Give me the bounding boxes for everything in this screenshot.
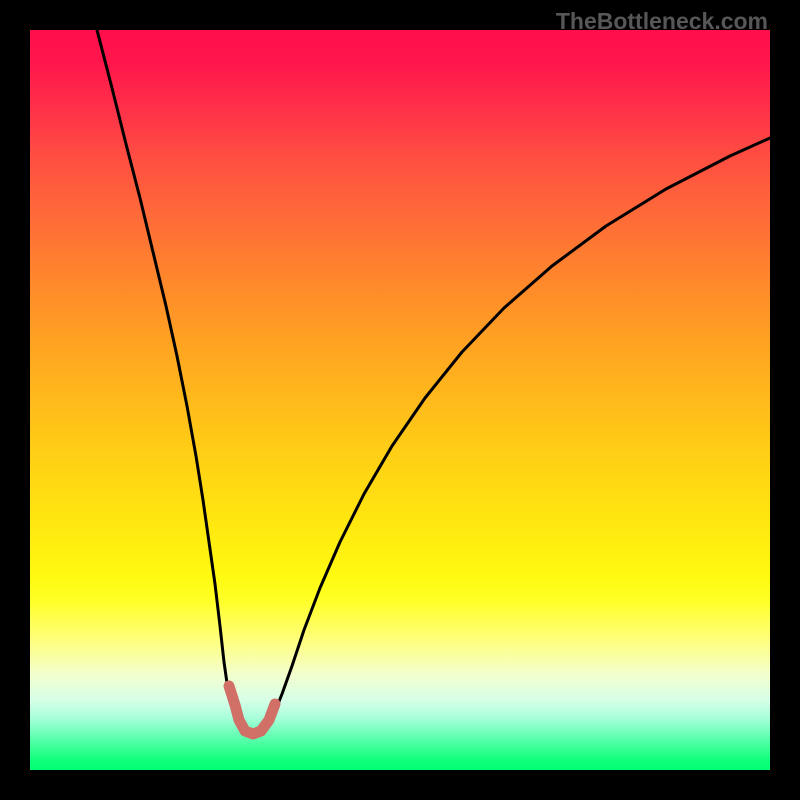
bottom-markers xyxy=(229,686,275,734)
bottleneck-curve xyxy=(97,30,770,732)
curve-layer xyxy=(30,30,770,770)
watermark-text: TheBottleneck.com xyxy=(556,8,768,35)
plot-area xyxy=(30,30,770,770)
